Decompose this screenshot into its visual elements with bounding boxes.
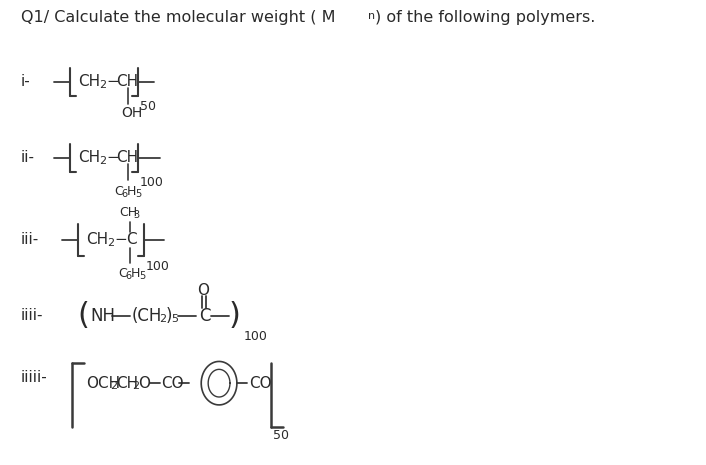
Text: O: O — [138, 376, 150, 391]
Text: CH: CH — [78, 150, 100, 166]
Text: 2: 2 — [99, 80, 106, 90]
Text: ): ) — [165, 307, 172, 325]
Text: iiii-: iiii- — [20, 308, 43, 324]
Text: CH: CH — [116, 150, 138, 166]
Text: 100: 100 — [145, 259, 169, 272]
Text: n: n — [368, 11, 375, 20]
Text: iii-: iii- — [20, 232, 39, 247]
Text: CH: CH — [86, 232, 108, 247]
Text: 3: 3 — [133, 210, 140, 220]
Text: C: C — [126, 232, 136, 247]
Text: NH: NH — [90, 307, 115, 325]
Text: −: − — [106, 74, 119, 89]
Text: C: C — [114, 185, 123, 198]
Text: (: ( — [77, 301, 89, 331]
Text: Q1/ Calculate the molecular weight ( M: Q1/ Calculate the molecular weight ( M — [20, 10, 335, 25]
Text: CH: CH — [119, 206, 137, 219]
Text: ) of the following polymers.: ) of the following polymers. — [375, 10, 595, 25]
Text: 2: 2 — [110, 381, 117, 391]
Text: 5: 5 — [138, 272, 145, 281]
Text: ii-: ii- — [20, 150, 35, 166]
Text: ): ) — [229, 301, 241, 331]
Text: H: H — [127, 185, 136, 198]
Text: 5: 5 — [172, 314, 179, 324]
Text: CO: CO — [249, 376, 271, 391]
Text: OH: OH — [121, 106, 142, 120]
Text: C: C — [118, 267, 126, 280]
Text: (CH: (CH — [132, 307, 162, 325]
Text: 2: 2 — [107, 238, 114, 248]
Text: H: H — [131, 267, 140, 280]
Text: C: C — [199, 307, 210, 325]
Text: 50: 50 — [140, 100, 156, 113]
Text: CH: CH — [116, 376, 138, 391]
Text: CH: CH — [116, 74, 138, 89]
Text: 2: 2 — [99, 156, 106, 166]
Text: 5: 5 — [135, 189, 141, 199]
Text: CO: CO — [162, 376, 184, 391]
Text: i-: i- — [20, 74, 30, 89]
Text: −: − — [114, 232, 126, 247]
Text: 50: 50 — [273, 429, 289, 442]
Text: OCH: OCH — [86, 376, 120, 391]
Text: 6: 6 — [122, 189, 128, 199]
Text: 6: 6 — [126, 272, 132, 281]
Text: iiiii-: iiiii- — [20, 370, 47, 385]
Text: CH: CH — [78, 74, 100, 89]
Text: 2: 2 — [160, 314, 167, 324]
Text: O: O — [197, 283, 209, 298]
Text: 100: 100 — [244, 330, 268, 343]
Text: 2: 2 — [132, 381, 139, 391]
Text: −: − — [106, 150, 119, 166]
Text: 100: 100 — [140, 176, 164, 189]
